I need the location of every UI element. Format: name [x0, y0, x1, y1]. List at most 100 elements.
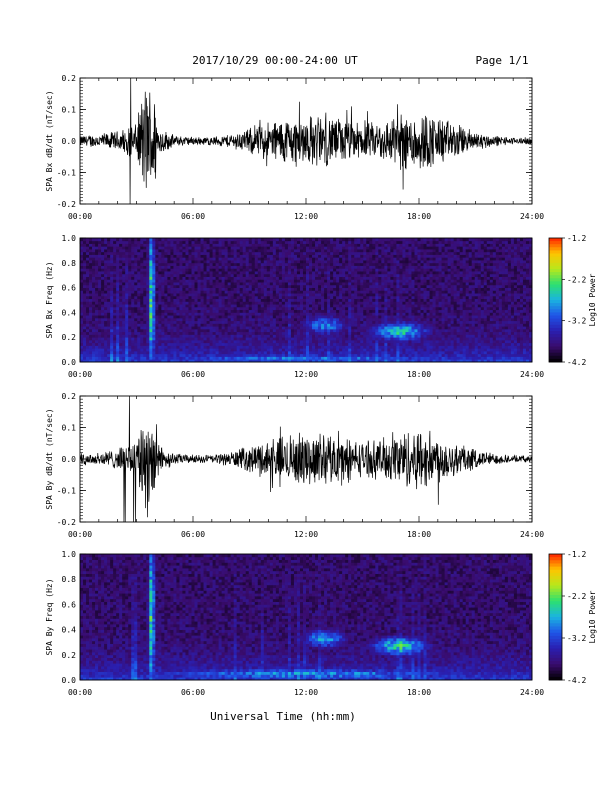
- spectrogram-cell: [291, 318, 294, 321]
- spectrogram-cell: [279, 244, 282, 247]
- spectrogram-cell: [152, 312, 155, 315]
- spectrogram-cell: [351, 351, 354, 354]
- spectrogram-cell: [276, 332, 279, 335]
- spectrogram-cell: [152, 354, 155, 357]
- spectrogram-cell: [363, 255, 366, 258]
- spectrogram-cell: [219, 268, 222, 271]
- spectrogram-cell: [164, 312, 167, 315]
- spectrogram-cell: [170, 345, 173, 348]
- spectrogram-cell: [324, 271, 327, 274]
- spectrogram-cell: [92, 288, 95, 291]
- spectrogram-cell: [210, 246, 213, 249]
- spectrogram-cell: [137, 277, 140, 280]
- spectrogram-cell: [369, 337, 372, 340]
- spectrogram-cell: [125, 288, 128, 291]
- spectrogram-cell: [213, 241, 216, 244]
- spectrogram-cell: [107, 354, 110, 357]
- spectrogram-cell: [276, 310, 279, 313]
- spectrogram-cell: [149, 343, 152, 346]
- spectrogram-cell: [222, 334, 225, 337]
- spectrogram-cell: [297, 266, 300, 269]
- spectrogram-cell: [231, 304, 234, 307]
- spectrogram-cell: [279, 332, 282, 335]
- spectrogram-cell: [240, 345, 243, 348]
- spectrogram-cell: [80, 238, 83, 241]
- spectrogram-cell: [270, 290, 273, 293]
- spectrogram-cell: [381, 268, 384, 271]
- spectrogram-cell: [182, 246, 185, 249]
- spectrogram-cell: [255, 249, 258, 252]
- spectrogram-cell: [264, 312, 267, 315]
- spectrogram-cell: [312, 268, 315, 271]
- spectrogram-cell: [222, 238, 225, 241]
- spectrogram-cell: [101, 282, 104, 285]
- spectrogram-cell: [279, 315, 282, 318]
- spectrogram-cell: [345, 268, 348, 271]
- spectrogram-cell: [255, 285, 258, 288]
- spectrogram-cell: [140, 340, 143, 343]
- spectrogram-cell: [336, 307, 339, 310]
- spectrogram-cell: [83, 282, 86, 285]
- spectrogram-cell: [243, 268, 246, 271]
- spectrogram-cell: [195, 288, 198, 291]
- spectrogram-cell: [125, 345, 128, 348]
- spectrogram-cell: [378, 315, 381, 318]
- spectrogram-cell: [354, 263, 357, 266]
- spectrogram-cell: [252, 238, 255, 241]
- spectrogram-cell: [110, 252, 113, 255]
- spectrogram-cell: [387, 268, 390, 271]
- spectrogram-cell: [110, 354, 113, 357]
- spectrogram-cell: [378, 340, 381, 343]
- spectrogram-cell: [357, 293, 360, 296]
- spectrogram-cell: [297, 345, 300, 348]
- spectrogram-cell: [149, 312, 152, 315]
- spectrogram-cell: [360, 271, 363, 274]
- spectrogram-cell: [80, 334, 83, 337]
- spectrogram-cell: [315, 301, 318, 304]
- spectrogram-cell: [369, 323, 372, 326]
- spectrogram-cell: [279, 290, 282, 293]
- spectrogram-cell: [155, 263, 158, 266]
- spectrogram-cell: [369, 279, 372, 282]
- spectrogram-cell: [98, 249, 101, 252]
- spectrogram-cell: [306, 318, 309, 321]
- spectrogram-cell: [95, 268, 98, 271]
- spectrogram-cell: [372, 290, 375, 293]
- spectrogram-cell: [152, 288, 155, 291]
- spectrogram-cell: [324, 296, 327, 299]
- spectrogram-cell: [119, 329, 122, 332]
- spectrogram-cell: [291, 296, 294, 299]
- spectrogram-cell: [243, 337, 246, 340]
- spectrogram-cell: [366, 304, 369, 307]
- spectrogram-cell: [333, 246, 336, 249]
- spectrogram-cell: [264, 351, 267, 354]
- spectrogram-cell: [375, 238, 378, 241]
- spectrogram-cell: [125, 285, 128, 288]
- spectrogram-cell: [134, 268, 137, 271]
- spectrogram-cell: [143, 310, 146, 313]
- spectrogram-cell: [309, 277, 312, 280]
- spectrogram-cell: [185, 321, 188, 324]
- spectrogram-cell: [300, 244, 303, 247]
- spectrogram-cell: [357, 345, 360, 348]
- spectrogram-cell: [83, 340, 86, 343]
- spectrogram-cell: [384, 257, 387, 260]
- spectrogram-cell: [122, 340, 125, 343]
- spectrogram-cell: [270, 354, 273, 357]
- spectrogram-cell: [291, 345, 294, 348]
- spectrogram-cell: [285, 274, 288, 277]
- spectrogram-cell: [204, 345, 207, 348]
- spectrogram-cell: [185, 323, 188, 326]
- spectrogram-cell: [315, 315, 318, 318]
- spectrogram-cell: [158, 241, 161, 244]
- spectrogram-cell: [384, 340, 387, 343]
- spectrogram-cell: [342, 285, 345, 288]
- spectrogram-cell: [261, 246, 264, 249]
- spectrogram-cell: [131, 312, 134, 315]
- spectrogram-cell: [170, 293, 173, 296]
- spectrogram-cell: [131, 277, 134, 280]
- spectrogram-cell: [161, 340, 164, 343]
- spectrogram-cell: [387, 304, 390, 307]
- spectrogram-cell: [378, 246, 381, 249]
- spectrogram-cell: [152, 332, 155, 335]
